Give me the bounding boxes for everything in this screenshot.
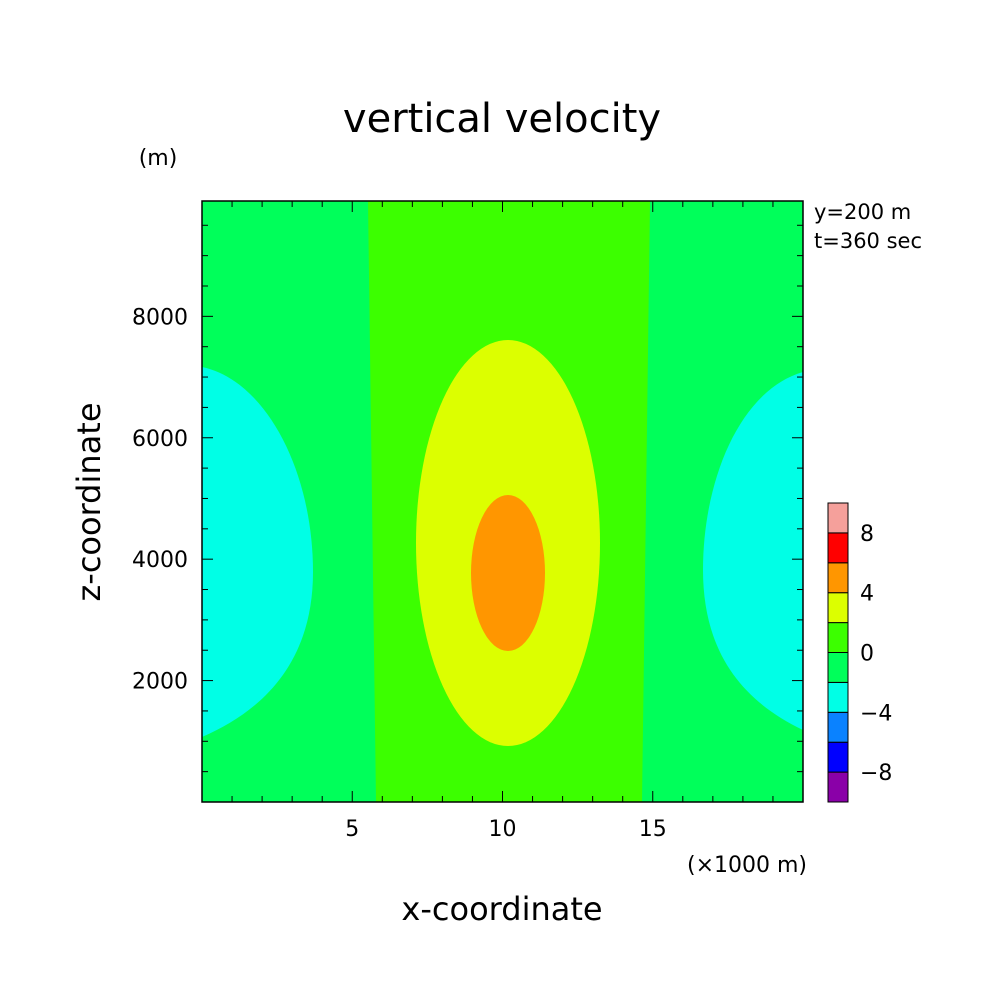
colorbar-tick-label: −4 bbox=[860, 701, 892, 726]
y-tick-label: 4000 bbox=[132, 548, 188, 573]
axis-ticks bbox=[202, 201, 803, 802]
y-unit-label: (m) bbox=[139, 146, 178, 171]
contour-field bbox=[202, 201, 803, 802]
region-right-downdraft bbox=[703, 372, 803, 730]
colorbar-tick-label: 8 bbox=[860, 522, 874, 547]
colorbar-segment bbox=[827, 622, 849, 653]
y-tick-label: 2000 bbox=[132, 670, 188, 695]
colorbar-tick-label: −8 bbox=[860, 761, 892, 786]
colorbar-segment bbox=[827, 681, 849, 713]
region-updraft-core-inner bbox=[471, 495, 545, 651]
colorbar-segment bbox=[827, 562, 849, 594]
x-axis-title: x-coordinate bbox=[401, 890, 602, 928]
y-axis-title: z-coordinate bbox=[70, 402, 108, 601]
y-tick-labels: 2000 4000 6000 8000 bbox=[132, 305, 188, 694]
x-tick-label: 10 bbox=[489, 817, 517, 842]
x-unit-label: (×1000 m) bbox=[687, 853, 807, 878]
colorbar-tick-label: 4 bbox=[860, 582, 874, 607]
colorbar-tick-labels: 8 4 0 −4 −8 bbox=[860, 522, 892, 786]
y-tick-label: 8000 bbox=[132, 305, 188, 330]
colorbar-segment bbox=[827, 502, 849, 534]
y-tick-label: 6000 bbox=[132, 427, 188, 452]
annotation-y: y=200 m bbox=[814, 200, 911, 224]
colorbar bbox=[827, 502, 849, 803]
colorbar-tick-label: 0 bbox=[860, 642, 874, 667]
x-tick-labels: 5 10 15 bbox=[345, 817, 667, 842]
colorbar-segment bbox=[827, 711, 849, 743]
colorbar-segment bbox=[827, 741, 849, 773]
colorbar-segment bbox=[827, 592, 849, 624]
colorbar-segment bbox=[827, 532, 849, 564]
x-tick-label: 5 bbox=[345, 817, 359, 842]
colorbar-segment bbox=[827, 652, 849, 683]
region-left-downdraft bbox=[202, 367, 313, 737]
annotation-t: t=360 sec bbox=[814, 229, 922, 253]
x-tick-label: 15 bbox=[639, 817, 667, 842]
colorbar-segment bbox=[827, 771, 849, 803]
chart-title: vertical velocity bbox=[343, 96, 661, 142]
